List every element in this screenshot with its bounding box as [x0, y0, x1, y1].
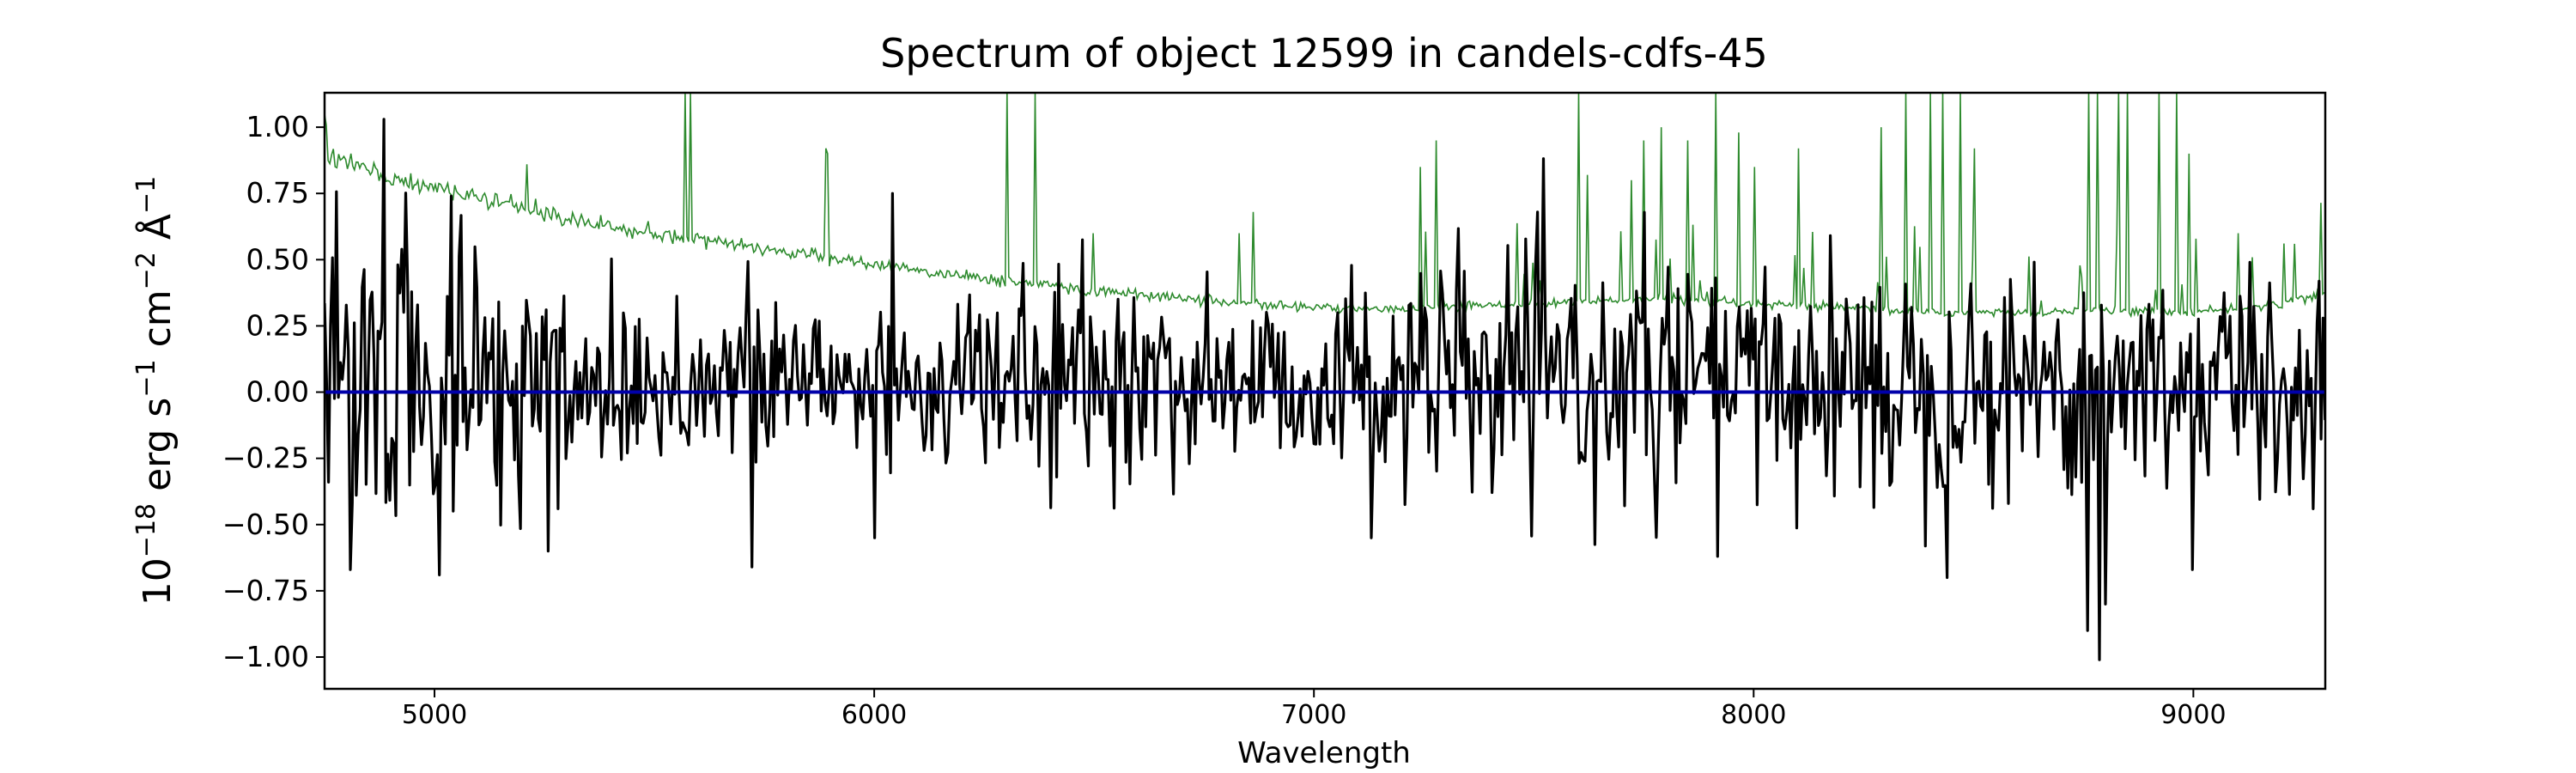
x-axis-label: Wavelength [1237, 736, 1411, 770]
y-tick-label: 0.75 [246, 176, 309, 210]
y-label-base: 10 [136, 557, 179, 606]
y-label-units2: cm [136, 289, 179, 359]
y-tick-label: 0.25 [246, 308, 309, 342]
y-axis-label: 10−18 erg s−1 cm−2 Å−1 [131, 176, 179, 606]
y-label-units3: Å [134, 214, 179, 252]
y-tick-label: 1.00 [246, 110, 309, 143]
x-tick-label: 6000 [841, 700, 907, 730]
y-axis-ticks: 1.00 0.75 0.50 0.25 0.00 −0.25 −0.50 −0.75 −1.00 [222, 110, 325, 673]
x-tick-label: 8000 [1721, 700, 1786, 730]
error-spectrum-line [325, 93, 2325, 319]
plot-area [323, 91, 2327, 691]
y-tick-label: −0.75 [222, 574, 309, 607]
x-tick-label: 9000 [2160, 700, 2226, 730]
y-tick-label: −0.25 [222, 441, 309, 475]
y-label-units: erg s [136, 398, 179, 503]
series-layer [325, 93, 2325, 661]
x-axis-ticks: 5000 6000 7000 8000 9000 [402, 689, 2227, 730]
x-tick-label: 7000 [1281, 700, 1346, 730]
y-tick-label: 0.00 [246, 375, 309, 409]
y-tick-label: −1.00 [222, 640, 309, 673]
y-label-exp3: −2 [131, 252, 161, 289]
y-label-exp2: −1 [131, 359, 161, 397]
flux-spectrum-line [325, 118, 2325, 661]
plot-frame [323, 91, 2327, 691]
y-label-exp: −18 [131, 503, 161, 557]
x-tick-label: 5000 [402, 700, 467, 730]
chart-title: Spectrum of object 12599 in candels-cdfs… [880, 30, 1768, 76]
y-tick-label: −0.50 [222, 508, 309, 541]
y-label-exp4: −1 [131, 176, 161, 214]
y-tick-label: 0.50 [246, 242, 309, 276]
